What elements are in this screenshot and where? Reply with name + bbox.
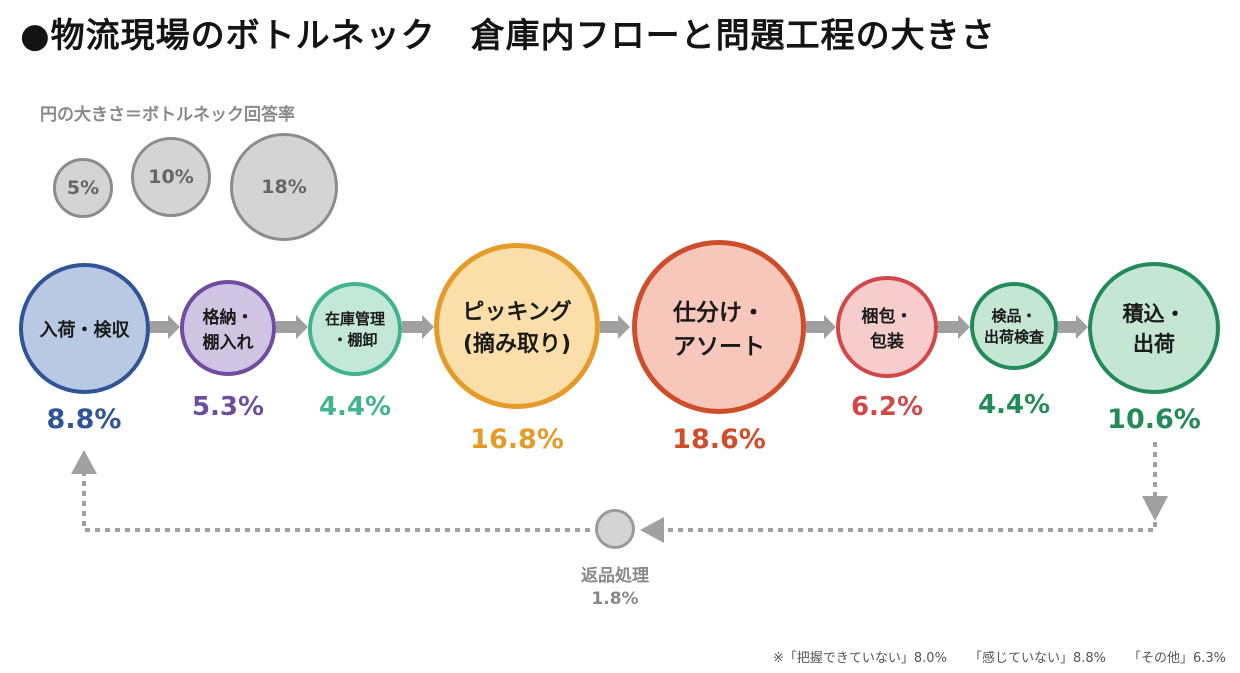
arrow-head [824, 315, 836, 339]
page-title: ●物流現場のボトルネック 倉庫内フローと問題工程の大きさ [20, 16, 996, 56]
arrow-head [958, 315, 970, 339]
legend-circle-large: 18% [230, 133, 338, 241]
stage-percent: 8.8% [46, 404, 122, 435]
arrow-shaft [938, 321, 958, 333]
stage-label: 梱包・ [861, 307, 913, 327]
stage-label: 入荷・検収 [39, 319, 130, 341]
arrow-head [168, 315, 180, 339]
return-label: 返品処理 [581, 566, 649, 586]
arrow-shaft [806, 321, 824, 333]
legend-circle-small: 5% [53, 158, 113, 218]
arrow-shaft [600, 321, 618, 333]
stage-label: ・棚卸 [332, 331, 378, 349]
arrow-shaft [1058, 321, 1076, 333]
stage-receiving[interactable]: 入荷・検収 [19, 263, 150, 394]
stage-label: 仕分け・ [673, 300, 765, 326]
stage-packing[interactable]: 梱包・ 包装 [836, 276, 938, 378]
stage-label: 包装 [870, 332, 904, 352]
legend-caption: 円の大きさ＝ボトルネック回答率 [40, 105, 295, 125]
stage-inspection[interactable]: 検品・ 出荷検査 [970, 282, 1058, 370]
stage-label: 出荷検査 [983, 328, 1044, 346]
footnote-item: 「感じていない」8.8% [968, 651, 1106, 666]
stage-picking[interactable]: ピッキング (摘み取り) [434, 243, 600, 409]
stage-inventory[interactable]: 在庫管理 ・棚卸 [308, 282, 402, 376]
stage-label: ピッキング [462, 300, 572, 325]
arrow-shaft [276, 321, 296, 333]
arrow-head [422, 315, 434, 339]
return-node[interactable] [595, 509, 635, 549]
stage-label: 出荷 [1133, 332, 1175, 356]
arrow-shaft [150, 321, 168, 333]
return-percent: 1.8% [591, 589, 639, 609]
return-path-right [668, 442, 1157, 532]
stage-percent: 18.6% [672, 424, 766, 455]
stage-percent: 5.3% [191, 392, 265, 422]
return-arrowhead-down [1142, 496, 1168, 521]
stage-storing[interactable]: 格納・ 棚入れ [180, 280, 276, 376]
stage-label: アソート [673, 334, 765, 360]
footnote-item: 「その他」6.3% [1127, 651, 1226, 666]
stage-label: (摘み取り) [462, 332, 572, 357]
forward-arrows [150, 315, 1088, 339]
return-arrowhead-left [640, 517, 664, 543]
legend-circle-medium: 10% [131, 137, 211, 217]
stage-label: 格納・ [202, 308, 254, 328]
stage-shipping[interactable]: 積込・ 出荷 [1088, 262, 1220, 394]
return-path-left [82, 474, 590, 532]
stage-percent: 4.4% [977, 390, 1051, 420]
stage-label: 検品・ [991, 307, 1037, 325]
return-arrowheads [71, 450, 1168, 543]
stage-label: 棚入れ [202, 333, 254, 353]
return-flow [82, 442, 1157, 532]
return-arrowhead-up [71, 450, 97, 474]
stage-percent: 16.8% [470, 424, 564, 455]
arrow-head [618, 315, 630, 339]
stage-label: 在庫管理 [324, 310, 385, 328]
footnote-item: ※「把握できていない」8.0% [773, 651, 947, 666]
stage-sorting[interactable]: 仕分け・ アソート [632, 240, 806, 414]
arrow-shaft [402, 321, 422, 333]
stage-percent: 6.2% [850, 392, 924, 422]
arrow-head [1076, 315, 1088, 339]
footnote: ※「把握できていない」8.0% 「感じていない」8.8% 「その他」6.3% [773, 647, 1226, 666]
arrow-head [296, 315, 308, 339]
stage-percent: 10.6% [1107, 404, 1201, 435]
stage-label: 積込・ [1122, 302, 1186, 326]
stage-percent: 4.4% [318, 392, 392, 422]
